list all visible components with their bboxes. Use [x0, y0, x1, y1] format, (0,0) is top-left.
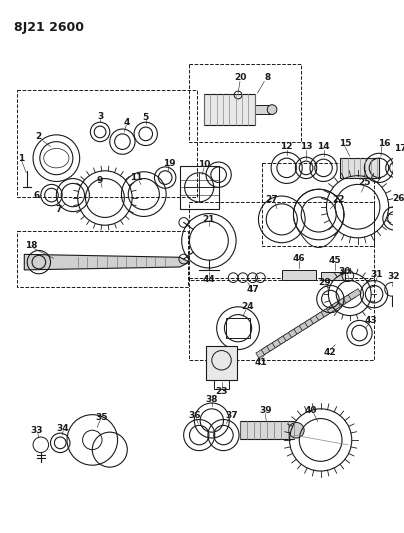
Polygon shape [261, 343, 274, 354]
Text: 43: 43 [365, 316, 377, 325]
Bar [189, 64, 301, 142]
Text: 8J21 2600: 8J21 2600 [14, 21, 84, 34]
Text: 12: 12 [280, 142, 293, 151]
Text: 45: 45 [329, 256, 341, 265]
Text: 41: 41 [254, 358, 267, 367]
Text: 37: 37 [225, 411, 238, 420]
Polygon shape [299, 319, 312, 330]
Text: 32: 32 [387, 272, 400, 281]
Polygon shape [24, 254, 189, 270]
Polygon shape [332, 299, 345, 310]
Bar [255, 104, 272, 115]
Text: 5: 5 [143, 113, 149, 122]
Text: 24: 24 [242, 302, 254, 311]
Bar [262, 163, 374, 246]
Bar [204, 94, 255, 125]
Text: 33: 33 [31, 426, 43, 435]
Text: 18: 18 [25, 241, 37, 250]
Bar [321, 272, 345, 280]
Bar [226, 319, 250, 338]
Text: 26: 26 [392, 195, 404, 204]
Bar [282, 270, 316, 280]
Text: 14: 14 [317, 142, 330, 151]
Text: 7: 7 [55, 205, 61, 214]
Text: 35: 35 [96, 413, 108, 422]
Bar [189, 202, 374, 280]
Polygon shape [343, 292, 356, 303]
Polygon shape [316, 309, 328, 320]
Text: 38: 38 [206, 394, 218, 403]
Text: 13: 13 [300, 142, 312, 151]
Bar [240, 422, 295, 439]
Polygon shape [272, 337, 285, 348]
Text: 10: 10 [198, 160, 210, 169]
Polygon shape [288, 326, 301, 337]
Polygon shape [283, 330, 296, 341]
Text: 17: 17 [394, 144, 404, 153]
Polygon shape [256, 347, 269, 358]
Text: 15: 15 [339, 139, 351, 148]
Text: 42: 42 [324, 348, 337, 357]
Text: 39: 39 [259, 406, 271, 415]
Text: 19: 19 [163, 158, 175, 167]
Polygon shape [321, 306, 334, 317]
Text: 21: 21 [203, 215, 215, 224]
Text: 3: 3 [97, 112, 103, 121]
Text: 23: 23 [215, 387, 228, 396]
Circle shape [267, 104, 277, 115]
Text: 29: 29 [318, 278, 331, 287]
Polygon shape [337, 295, 350, 306]
Text: 34: 34 [57, 424, 69, 433]
Polygon shape [348, 289, 361, 300]
Bar [17, 90, 197, 197]
Text: 36: 36 [188, 411, 200, 420]
Text: 46: 46 [293, 254, 305, 263]
Text: 9: 9 [97, 176, 103, 185]
Text: 8: 8 [264, 73, 270, 82]
Text: 40: 40 [305, 406, 317, 415]
Text: 31: 31 [371, 270, 383, 279]
Text: 11: 11 [130, 173, 142, 182]
Bar [206, 346, 237, 379]
Text: 2: 2 [36, 132, 42, 141]
Bar [214, 379, 229, 390]
Text: 6: 6 [34, 191, 40, 199]
Bar [180, 166, 219, 209]
Bar [17, 231, 187, 287]
Bar [340, 158, 379, 177]
Text: 1: 1 [18, 154, 25, 163]
Bar [189, 278, 374, 360]
Polygon shape [278, 333, 290, 344]
Polygon shape [305, 316, 318, 327]
Text: 16: 16 [378, 139, 390, 148]
Text: 27: 27 [266, 196, 278, 205]
Text: 4: 4 [123, 118, 130, 127]
Polygon shape [310, 313, 323, 324]
Circle shape [288, 423, 304, 438]
Polygon shape [326, 302, 339, 313]
Text: 30: 30 [339, 268, 351, 276]
Text: 44: 44 [202, 275, 215, 284]
Text: 47: 47 [246, 285, 259, 294]
Text: 20: 20 [234, 73, 246, 82]
Text: 22: 22 [332, 196, 344, 205]
Polygon shape [267, 340, 280, 351]
Text: 25: 25 [358, 178, 370, 187]
Polygon shape [294, 323, 307, 334]
